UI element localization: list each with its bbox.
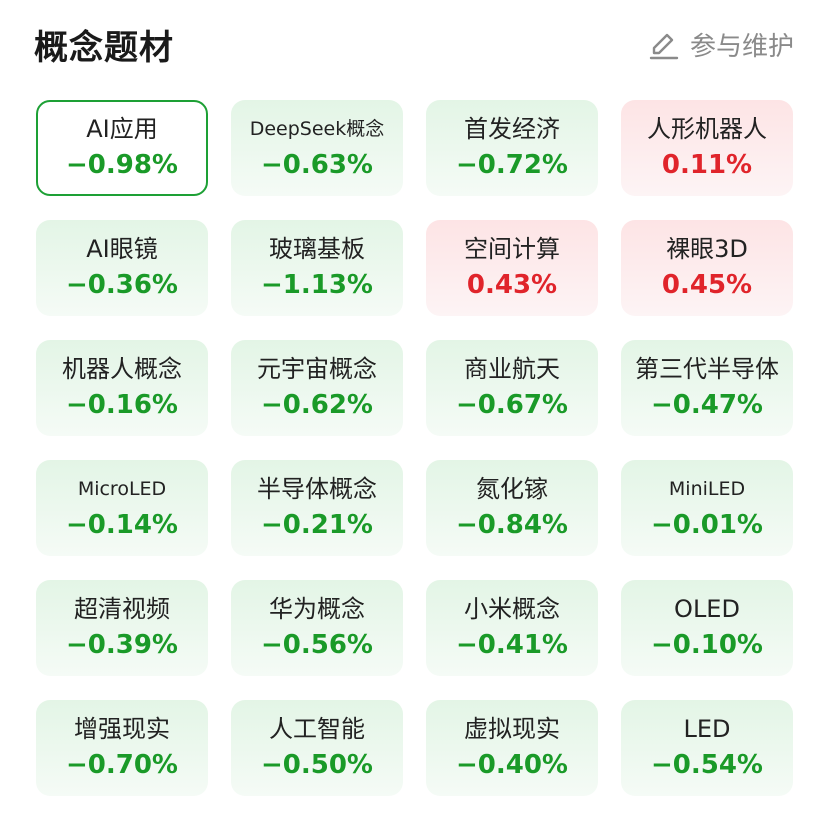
concept-name: 人形机器人 bbox=[647, 115, 767, 143]
concept-change: −0.10% bbox=[651, 630, 763, 660]
concept-change: 0.45% bbox=[661, 270, 753, 300]
concept-change: −0.39% bbox=[66, 630, 178, 660]
maintain-button[interactable]: 参与维护 bbox=[648, 26, 794, 63]
header: 概念题材 参与维护 bbox=[0, 0, 828, 90]
concept-change: −0.21% bbox=[261, 510, 373, 540]
concept-tile[interactable]: AI眼镜 −0.36% bbox=[36, 220, 208, 316]
concept-name: LED bbox=[683, 715, 731, 743]
concept-tile[interactable]: 商业航天 −0.67% bbox=[426, 340, 598, 436]
concept-change: −0.98% bbox=[66, 150, 178, 180]
concept-change: −0.54% bbox=[651, 750, 763, 780]
concept-change: −0.41% bbox=[456, 630, 568, 660]
concept-name: AI应用 bbox=[86, 115, 158, 143]
concept-name: OLED bbox=[674, 595, 740, 623]
concept-tile[interactable]: OLED −0.10% bbox=[621, 580, 793, 676]
concept-tile[interactable]: LED −0.54% bbox=[621, 700, 793, 796]
maintain-label: 参与维护 bbox=[689, 32, 794, 62]
concept-name: 空间计算 bbox=[464, 235, 560, 263]
concept-tile[interactable]: MiniLED −0.01% bbox=[621, 460, 793, 556]
concept-change: 0.11% bbox=[661, 150, 753, 180]
concept-change: −0.56% bbox=[261, 630, 373, 660]
concept-name: 元宇宙概念 bbox=[257, 355, 377, 383]
concept-change: −0.67% bbox=[456, 390, 568, 420]
concept-change: −0.14% bbox=[66, 510, 178, 540]
concept-name: 玻璃基板 bbox=[269, 235, 365, 263]
concept-tile[interactable]: 空间计算 0.43% bbox=[426, 220, 598, 316]
concept-tile[interactable]: 元宇宙概念 −0.62% bbox=[231, 340, 403, 436]
concept-change: −0.36% bbox=[66, 270, 178, 300]
concept-change: 0.43% bbox=[466, 270, 558, 300]
edit-icon bbox=[648, 29, 680, 61]
concept-change: −0.01% bbox=[651, 510, 763, 540]
concept-tile[interactable]: 玻璃基板 −1.13% bbox=[231, 220, 403, 316]
concept-tile[interactable]: 裸眼3D 0.45% bbox=[621, 220, 793, 316]
concept-tile[interactable]: 半导体概念 −0.21% bbox=[231, 460, 403, 556]
concept-tile[interactable]: 小米概念 −0.41% bbox=[426, 580, 598, 676]
concept-change: −0.47% bbox=[651, 390, 763, 420]
concept-name: MiniLED bbox=[668, 478, 746, 500]
concept-change: −0.72% bbox=[456, 150, 568, 180]
concept-tile[interactable]: 人工智能 −0.50% bbox=[231, 700, 403, 796]
concept-change: −0.40% bbox=[456, 750, 568, 780]
concept-tile[interactable]: 增强现实 −0.70% bbox=[36, 700, 208, 796]
concept-tile[interactable]: DeepSeek概念 −0.63% bbox=[231, 100, 403, 196]
concept-tile[interactable]: 氮化镓 −0.84% bbox=[426, 460, 598, 556]
concept-name: 超清视频 bbox=[74, 595, 170, 623]
concept-name: 氮化镓 bbox=[476, 475, 548, 503]
concept-name: DeepSeek概念 bbox=[249, 118, 385, 140]
concept-change: −1.13% bbox=[261, 270, 373, 300]
concept-name: 华为概念 bbox=[269, 595, 365, 623]
concept-name: 商业航天 bbox=[464, 355, 560, 383]
concept-change: −0.62% bbox=[261, 390, 373, 420]
concept-change: −0.50% bbox=[261, 750, 373, 780]
concept-tile[interactable]: 第三代半导体 −0.47% bbox=[621, 340, 793, 436]
concept-change: −0.63% bbox=[261, 150, 373, 180]
concept-name: MicroLED bbox=[77, 478, 167, 500]
concept-name: 裸眼3D bbox=[666, 235, 748, 263]
concept-name: 首发经济 bbox=[464, 115, 560, 143]
concept-name: 第三代半导体 bbox=[635, 355, 779, 383]
concept-name: 虚拟现实 bbox=[464, 715, 560, 743]
page-title: 概念题材 bbox=[34, 28, 174, 68]
concept-name: 半导体概念 bbox=[257, 475, 377, 503]
concept-tile[interactable]: 虚拟现实 −0.40% bbox=[426, 700, 598, 796]
concept-name: 人工智能 bbox=[269, 715, 365, 743]
concept-name: 小米概念 bbox=[464, 595, 560, 623]
concept-change: −0.84% bbox=[456, 510, 568, 540]
concept-tile[interactable]: AI应用 −0.98% bbox=[36, 100, 208, 196]
concept-tile[interactable]: 华为概念 −0.56% bbox=[231, 580, 403, 676]
concept-tile[interactable]: 机器人概念 −0.16% bbox=[36, 340, 208, 436]
concept-tile[interactable]: 首发经济 −0.72% bbox=[426, 100, 598, 196]
concept-grid: AI应用 −0.98% DeepSeek概念 −0.63% 首发经济 −0.72% 人形机器… bbox=[36, 100, 793, 796]
concept-tile[interactable]: MicroLED −0.14% bbox=[36, 460, 208, 556]
concept-name: 机器人概念 bbox=[62, 355, 182, 383]
concept-name: 增强现实 bbox=[74, 715, 170, 743]
concept-name: AI眼镜 bbox=[86, 235, 158, 263]
concept-change: −0.70% bbox=[66, 750, 178, 780]
concept-tile[interactable]: 人形机器人 0.11% bbox=[621, 100, 793, 196]
concept-change: −0.16% bbox=[66, 390, 178, 420]
concept-tile[interactable]: 超清视频 −0.39% bbox=[36, 580, 208, 676]
